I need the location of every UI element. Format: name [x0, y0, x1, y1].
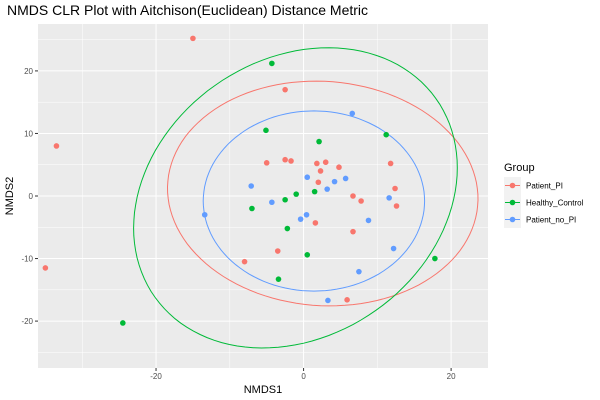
point-healthy-control [293, 191, 299, 197]
point-patient-no-pi [365, 217, 372, 224]
point-healthy-control [304, 251, 311, 258]
point-patient-pi [314, 160, 320, 167]
point-patient-pi [387, 160, 394, 167]
point-patient-no-pi [325, 297, 331, 304]
point-patient-pi [288, 158, 294, 164]
x-tick-label: -20 [150, 372, 162, 381]
legend-label: Patient_no_PI [526, 216, 576, 225]
legend-label: Patient_PI [526, 182, 563, 191]
point-patient-pi [350, 193, 356, 199]
point-healthy-control [316, 138, 322, 145]
point-patient-pi [392, 185, 398, 192]
legend-key-point [509, 182, 516, 189]
point-healthy-control [311, 188, 318, 195]
y-tick-label: 10 [24, 129, 33, 138]
legend-label: Healthy_Control [526, 199, 584, 208]
point-patient-pi [322, 159, 329, 166]
point-patient-no-pi [303, 211, 310, 218]
y-axis-title: NMDS2 [4, 177, 16, 216]
point-patient-pi [358, 198, 364, 204]
point-patient-no-pi [386, 195, 392, 201]
ellipse-patient-no-pi [202, 110, 426, 292]
point-patient-pi [315, 179, 322, 186]
point-patient-pi [190, 35, 196, 42]
x-tick-label: 20 [447, 372, 456, 381]
chart-title: NMDS CLR Plot with Aitchison(Euclidean) … [7, 2, 368, 18]
point-patient-no-pi [248, 183, 254, 189]
x-axis-ticks: -20 0 20 [150, 368, 456, 381]
legend-title: Group [504, 162, 535, 174]
point-patient-pi [263, 160, 270, 166]
point-healthy-control [249, 205, 255, 212]
legend-key-point [509, 199, 516, 206]
x-tick-label: 0 [301, 372, 306, 381]
point-patient-no-pi [201, 211, 208, 218]
point-patient-pi [274, 248, 281, 254]
point-healthy-control [269, 60, 275, 67]
ellipse-patient-pi [166, 80, 479, 307]
point-patient-no-pi [331, 178, 338, 185]
y-tick-label: 0 [29, 192, 34, 201]
point-healthy-control [432, 255, 438, 262]
point-patient-pi [241, 258, 248, 265]
y-tick-label: -10 [21, 255, 33, 264]
point-patient-no-pi [390, 245, 397, 252]
point-patient-pi [312, 220, 319, 226]
y-tick-label: -20 [21, 317, 33, 326]
point-patient-no-pi [297, 216, 304, 222]
point-healthy-control [282, 196, 288, 203]
point-patient-no-pi [342, 175, 349, 182]
point-healthy-control [275, 276, 282, 282]
point-healthy-control [263, 127, 269, 134]
point-patient-pi [344, 297, 350, 303]
point-patient-pi [350, 228, 356, 235]
point-patient-pi [282, 86, 288, 93]
point-healthy-control [284, 225, 291, 232]
points [42, 35, 438, 326]
point-patient-pi [317, 168, 324, 174]
x-axis-title: NMDS1 [244, 384, 283, 396]
legend: Group Patient_PI Healthy_Control Patient_n… [504, 162, 584, 228]
point-patient-no-pi [269, 199, 275, 206]
y-tick-label: 20 [24, 67, 33, 76]
y-axis-ticks: -20 -10 0 10 20 [21, 67, 38, 326]
point-healthy-control [120, 320, 126, 326]
point-healthy-control [383, 131, 389, 138]
ellipses [133, 47, 479, 349]
point-patient-no-pi [349, 110, 356, 117]
legend-key-point [509, 216, 516, 223]
point-patient-no-pi [356, 268, 362, 275]
point-patient-pi [282, 156, 288, 163]
point-patient-pi [393, 203, 400, 209]
point-patient-pi [336, 164, 342, 171]
point-patient-no-pi [304, 174, 311, 181]
point-patient-pi [53, 143, 60, 149]
point-patient-no-pi [324, 186, 330, 192]
point-patient-pi [42, 265, 49, 271]
ellipse-healthy-control [133, 47, 458, 349]
